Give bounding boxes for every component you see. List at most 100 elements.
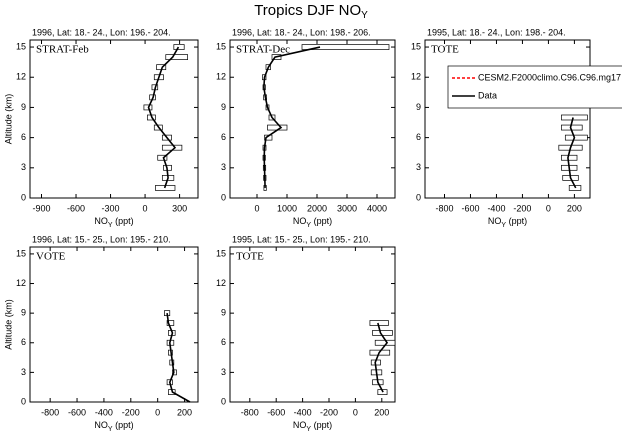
error-box: [264, 134, 273, 141]
x-label-text: NO: [293, 420, 307, 430]
y-tick-label: 15: [16, 41, 26, 51]
error-box: [301, 44, 390, 50]
legend-box: [447, 65, 622, 109]
y-tick-label: 9: [21, 308, 26, 318]
y-tick-label: 6: [21, 337, 26, 347]
plot-frame: [229, 39, 396, 199]
x-tick-label: -200: [320, 407, 338, 417]
x-tick-label: 200: [177, 407, 192, 417]
plot-frame: [29, 39, 199, 199]
error-box: [561, 114, 588, 121]
panel-subtitle: 1995, Lat: 15.- 25., Lon: 195.- 210.: [232, 234, 371, 244]
x-label-text: NO: [94, 216, 108, 226]
legend-label: Data: [478, 90, 497, 100]
x-tick-label: -600: [267, 407, 285, 417]
x-tick-label: 3000: [337, 203, 357, 213]
x-axis-label: NOY (ppt): [94, 420, 133, 432]
y-tick-label: 6: [416, 132, 421, 142]
error-box: [165, 54, 188, 60]
x-label-unit: (ppt): [113, 216, 134, 226]
data-line: [263, 46, 321, 188]
y-tick-label: 3: [221, 367, 226, 377]
panel-subtitle: 1996, Lat: 18.- 24., Lon: 196.- 204.: [32, 27, 171, 37]
title-text: Tropics DJF NO: [254, 2, 361, 19]
x-tick-label: 0: [254, 203, 259, 213]
x-axis-label: NOY (ppt): [293, 216, 332, 228]
y-tick-label: 6: [221, 132, 226, 142]
x-axis-label: NOY (ppt): [94, 216, 133, 228]
y-tick-label: 6: [221, 337, 226, 347]
data-line: [374, 322, 389, 393]
x-label-sub: Y: [501, 222, 506, 229]
x-tick-label: -200: [122, 407, 140, 417]
y-tick-label: 12: [411, 72, 421, 82]
x-tick-label: -300: [102, 203, 120, 213]
x-axis-label: NOY (ppt): [488, 216, 527, 228]
x-tick-label: -200: [513, 203, 531, 213]
y-tick-label: 9: [21, 102, 26, 112]
y-tick-label: 3: [416, 162, 421, 172]
y-tick-label: 9: [221, 308, 226, 318]
x-tick-label: 2000: [307, 203, 327, 213]
x-tick-label: 300: [172, 203, 187, 213]
x-tick-label: -600: [68, 407, 86, 417]
x-label-sub: Y: [108, 222, 113, 229]
x-tick-label: 4000: [367, 203, 387, 213]
y-tick-label: 9: [416, 102, 421, 112]
x-tick-label: -800: [241, 407, 259, 417]
x-tick-label: 200: [374, 407, 389, 417]
y-tick-label: 12: [216, 72, 226, 82]
x-tick-label: 0: [155, 407, 160, 417]
panel-label: VOTE: [36, 251, 66, 263]
y-tick-label: 0: [21, 396, 26, 406]
y-tick-label: 3: [21, 367, 26, 377]
x-tick-label: -400: [294, 407, 312, 417]
x-tick-label: -900: [32, 203, 50, 213]
panel-label: STRAT-Dec: [236, 44, 290, 56]
plot-frame: [29, 246, 199, 403]
x-tick-label: 0: [546, 203, 551, 213]
x-label-text: NO: [488, 216, 502, 226]
y-tick-label: 0: [416, 192, 421, 202]
x-tick-label: 0: [143, 203, 148, 213]
x-tick-label: -400: [95, 407, 113, 417]
y-tick-label: 15: [411, 41, 421, 51]
x-tick-label: 0: [353, 407, 358, 417]
y-tick-label: 15: [16, 248, 26, 258]
y-tick-label: 15: [216, 41, 226, 51]
y-tick-label: 0: [221, 192, 226, 202]
x-tick-label: -400: [487, 203, 505, 213]
data-line: [147, 46, 180, 189]
y-tick-label: 3: [221, 162, 226, 172]
x-label-unit: (ppt): [311, 216, 332, 226]
x-label-unit: (ppt): [506, 216, 527, 226]
x-tick-label: -600: [67, 203, 85, 213]
data-line: [166, 313, 191, 403]
error-box: [564, 134, 588, 141]
x-label-unit: (ppt): [311, 420, 332, 430]
y-tick-label: 0: [221, 396, 226, 406]
data-line: [567, 117, 577, 189]
panel-subtitle: 1996, Lat: 18.- 24., Lon: 198.- 206.: [232, 27, 371, 37]
y-tick-label: 12: [16, 278, 26, 288]
y-tick-label: 12: [16, 72, 26, 82]
x-axis-label: NOY (ppt): [293, 420, 332, 432]
panel-label: TOTE: [236, 251, 264, 263]
y-axis-label: Altitude (km): [3, 94, 13, 145]
figure-title: Tropics DJF NOY: [254, 2, 368, 21]
x-label-sub: Y: [306, 426, 311, 433]
error-box: [173, 44, 185, 50]
panel-subtitle: 1995, Lat: 18.- 24., Lon: 198.- 204.: [427, 27, 566, 37]
panel-label: STRAT-Feb: [36, 44, 89, 56]
y-tick-label: 9: [221, 102, 226, 112]
x-tick-label: -600: [461, 203, 479, 213]
panel-label: TOTE: [431, 44, 459, 56]
plot-frame: [229, 246, 396, 403]
y-tick-label: 12: [216, 278, 226, 288]
x-label-sub: Y: [108, 426, 113, 433]
error-box: [369, 320, 389, 326]
error-box: [157, 154, 168, 161]
error-box: [166, 320, 175, 326]
y-tick-label: 0: [21, 192, 26, 202]
